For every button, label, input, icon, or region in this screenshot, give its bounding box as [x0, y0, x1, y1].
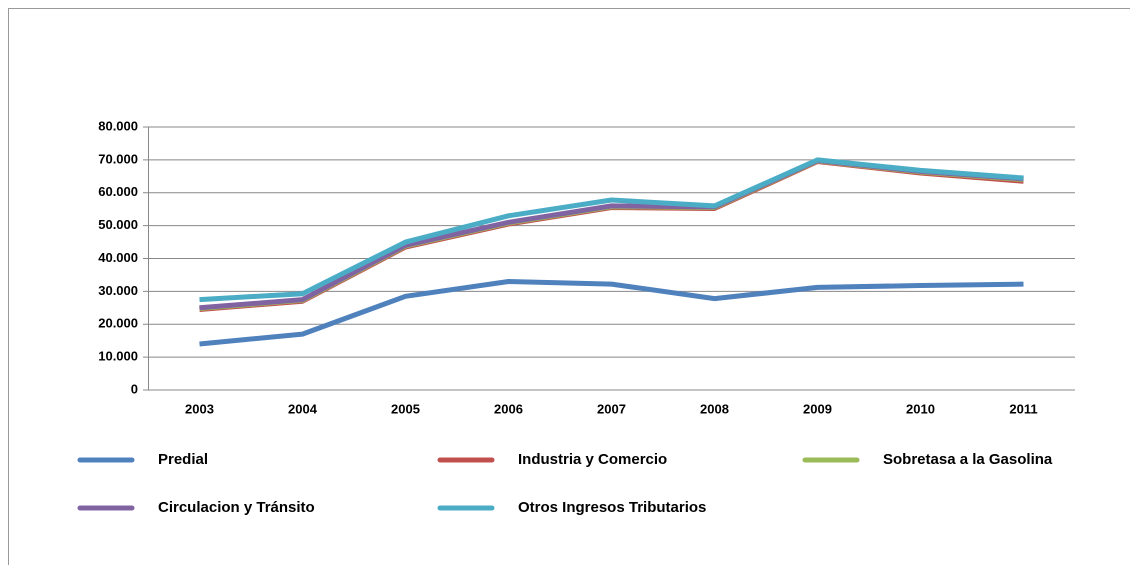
legend-label: Predial: [158, 451, 208, 468]
y-tick-label: 20.000: [98, 316, 138, 331]
y-tick-label: 0: [131, 381, 138, 396]
y-tick-label: 70.000: [98, 151, 138, 166]
x-tick-label: 2010: [906, 401, 935, 416]
x-tick-label: 2011: [1009, 401, 1037, 416]
y-tick-label: 60.000: [98, 184, 138, 199]
x-tick-label: 2003: [185, 401, 214, 416]
legend-label: Industria y Comercio: [518, 451, 667, 468]
y-tick-label: 40.000: [98, 250, 138, 265]
y-tick-label: 10.000: [98, 349, 138, 364]
y-tick-label: 80.000: [98, 118, 138, 133]
x-tick-label: 2008: [700, 401, 729, 416]
x-tick-label: 2009: [803, 401, 832, 416]
y-tick-label: 50.000: [98, 217, 138, 232]
legend-label: Otros Ingresos Tributarios: [518, 499, 706, 516]
series-line: [199, 157, 1024, 303]
y-tick-label: 30.000: [98, 283, 138, 298]
x-tick-label: 2006: [494, 401, 523, 416]
legend-label: Sobretasa a la Gasolina: [883, 451, 1053, 468]
legend-label: Circulacion y Tránsito: [158, 499, 315, 516]
x-tick-label: 2007: [597, 401, 626, 416]
series-line: [199, 279, 1024, 347]
x-tick-label: 2004: [288, 401, 318, 416]
x-tick-label: 2005: [391, 401, 420, 416]
